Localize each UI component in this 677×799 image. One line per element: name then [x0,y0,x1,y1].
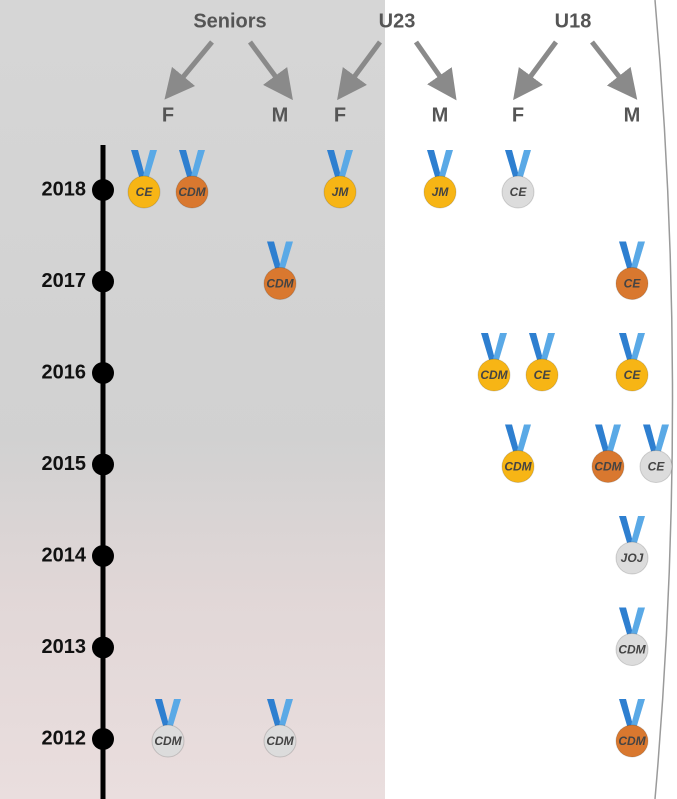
year-label: 2014 [42,544,87,566]
medal-label: JM [432,185,450,199]
timeline-dot [92,545,114,567]
medal-label: CDM [178,185,206,199]
year-label: 2013 [42,636,87,658]
medal-label: CDM [154,734,182,748]
medal-label: CE [534,368,552,382]
gender-label: F [334,104,346,126]
medal-label: CDM [480,368,508,382]
medal-label: CDM [618,734,646,748]
medal-label: CE [136,185,154,199]
year-label: 2017 [42,270,87,292]
medal-label: JM [332,185,350,199]
medal-label: CE [624,368,642,382]
photo-background [0,0,385,799]
year-label: 2015 [42,453,87,475]
gender-label: M [432,104,449,126]
group-label: Seniors [193,10,266,32]
timeline-dot [92,454,114,476]
timeline-dot [92,637,114,659]
timeline-dot [92,179,114,201]
medal-label: CE [624,277,642,291]
group-label: U23 [379,10,416,32]
gender-label: F [162,104,174,126]
medal-label: CDM [504,460,532,474]
year-label: 2012 [42,727,87,749]
medal-label: CDM [266,277,294,291]
medal-label: CDM [594,460,622,474]
gender-label: F [512,104,524,126]
medal-label: CE [510,185,528,199]
medal-label: CDM [266,734,294,748]
year-label: 2018 [42,178,87,200]
medal-timeline: Seniors F M U23 F M U18 F M 2018 2017 2016 2015 2014 2… [0,0,677,799]
medal-label: JOJ [621,551,644,565]
group-label: U18 [555,10,592,32]
year-label: 2016 [42,361,87,383]
gender-label: M [624,104,641,126]
timeline-dot [92,271,114,293]
medal-label: CDM [618,643,646,657]
medal-label: CE [648,460,666,474]
gender-label: M [272,104,289,126]
timeline-dot [92,728,114,750]
timeline-dot [92,362,114,384]
